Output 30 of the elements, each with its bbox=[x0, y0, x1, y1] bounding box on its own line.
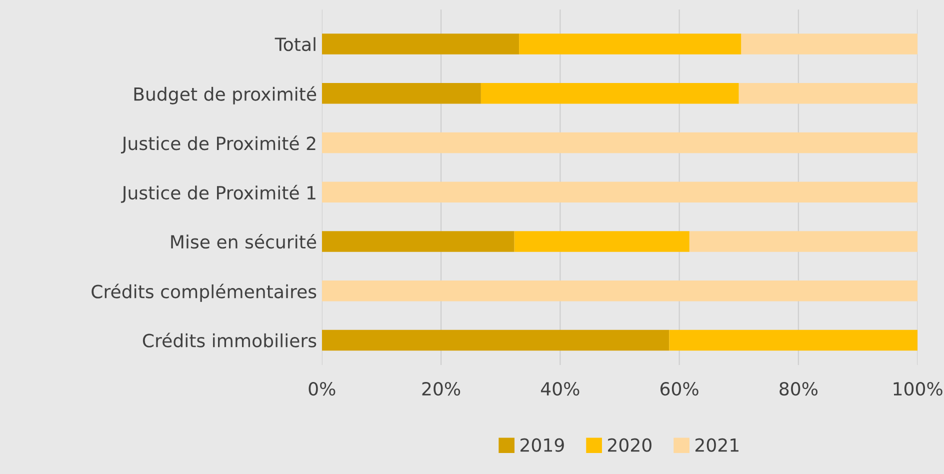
bar bbox=[741, 34, 918, 54]
y-tick-label: Total bbox=[274, 37, 316, 52]
bar bbox=[669, 330, 918, 351]
x-tick-label: 100% bbox=[894, 382, 942, 396]
x-tick-label: 80% bbox=[780, 382, 818, 396]
y-tick-label: Justice de Proximité 2 bbox=[120, 136, 316, 154]
bar bbox=[322, 34, 520, 54]
x-tick-label: 0% bbox=[308, 382, 336, 396]
x-tick-label: 20% bbox=[422, 382, 460, 396]
bar bbox=[322, 280, 918, 302]
bar bbox=[322, 231, 514, 252]
bar bbox=[519, 34, 742, 54]
y-tick-label: Budget de proximité bbox=[134, 86, 316, 104]
bar bbox=[738, 83, 918, 104]
y-tick-label: Crédits immobiliers bbox=[142, 332, 316, 348]
legend-label: 2020 bbox=[608, 438, 652, 452]
x-tick-label: 60% bbox=[660, 382, 698, 396]
bar bbox=[322, 83, 481, 104]
bar bbox=[514, 231, 690, 252]
legend-label: 2019 bbox=[520, 438, 564, 452]
bar bbox=[322, 330, 670, 351]
legend-label: 2021 bbox=[695, 438, 738, 452]
bar bbox=[322, 132, 918, 154]
y-tick-label: Mise en sécurité bbox=[171, 234, 316, 249]
y-tick-label: Justice de Proximité 1 bbox=[120, 184, 316, 203]
bar bbox=[322, 182, 918, 203]
x-tick-label: 40% bbox=[540, 382, 580, 396]
bar bbox=[689, 231, 918, 252]
bar bbox=[480, 83, 739, 104]
y-tick-label: Crédits complémentaires bbox=[92, 284, 316, 302]
